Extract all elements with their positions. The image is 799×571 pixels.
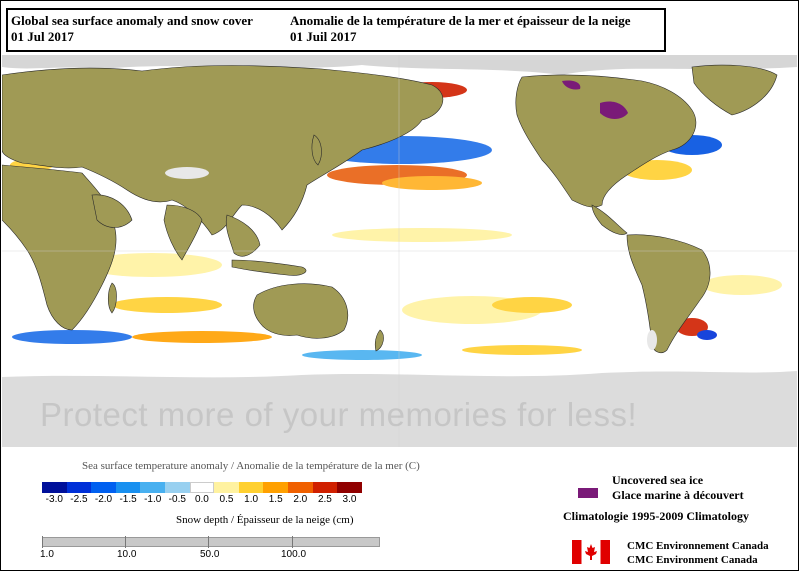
snow-tick-mark [42, 536, 43, 548]
snow-himalaya [165, 167, 209, 179]
sea-ice-canadian-arch [562, 80, 581, 90]
sst-tick-label: 1.0 [244, 494, 259, 505]
sst-tick-label: 2.5 [317, 494, 332, 505]
land-india [163, 204, 203, 261]
snow-cover-layer [165, 167, 657, 350]
agency-line-fr: CMC Environnement Canada [627, 540, 769, 552]
sst-tick-label: -1.5 [119, 494, 137, 505]
sst-color-swatch [214, 482, 239, 493]
sst-patch-s-ocean-cold-2 [302, 350, 422, 360]
sst-patch-indian-warm-2 [112, 297, 222, 313]
sst-tick-label: -3.0 [45, 494, 63, 505]
sst-color-swatch [238, 482, 264, 493]
land-australia [253, 283, 348, 339]
sst-color-swatch [263, 482, 288, 493]
land-north-america [515, 74, 697, 208]
uncovered-sea-ice-swatch [578, 488, 598, 498]
sst-tick-label: -1.0 [144, 494, 162, 505]
snow-tick-label: 1.0 [40, 549, 54, 560]
sst-patch-npacific-warm-2 [382, 176, 482, 190]
sst-color-swatch [164, 482, 190, 493]
sst-patch-s-atlantic-warm [702, 275, 782, 295]
land-central-america [591, 204, 628, 235]
land-se-asia [225, 214, 261, 257]
graticule [2, 55, 797, 447]
sea-ice-hudson-bay [600, 101, 628, 119]
sst-tick-label: -2.5 [70, 494, 88, 505]
land-eurasia [2, 65, 444, 236]
world-map-svg [2, 55, 797, 447]
climatology-label: Climatologie 1995-2009 Climatology [563, 509, 749, 523]
sst-tick-label: 1.5 [268, 494, 283, 505]
sst-tick-label: 0.5 [219, 494, 234, 505]
sst-color-swatch [189, 482, 215, 493]
snow-tick-mark [125, 536, 126, 548]
snow-legend-title: Snow depth / Épaisseur de la neige (cm) [176, 514, 354, 526]
snow-depth-bar [42, 537, 380, 547]
date-en: 01 Jul 2017 [11, 29, 74, 44]
land-africa [2, 164, 117, 331]
land-arabia [91, 194, 133, 228]
title-en: Global sea surface anomaly and snow cove… [11, 13, 253, 28]
land-japan [311, 134, 322, 166]
sst-color-swatch [115, 482, 141, 493]
snow-tick-mark [208, 536, 209, 548]
land-madagascar [107, 282, 117, 314]
sst-patch-equatorial-warm [332, 228, 512, 242]
land-layer [2, 64, 778, 354]
sst-tick-label: 3.0 [342, 494, 357, 505]
ice-label-fr: Glace marine à découvert [612, 488, 744, 502]
sst-tick-label: -0.5 [168, 494, 186, 505]
sst-color-swatch [312, 482, 338, 493]
snow-tick-label: 10.0 [117, 549, 137, 560]
land-new-zealand [374, 329, 384, 352]
title-fr: Anomalie de la température de la mer et … [290, 13, 631, 28]
sst-color-swatch [140, 482, 165, 493]
sst-tick-label: -2.0 [94, 494, 113, 505]
sst-patch-s-ocean-warm-2 [462, 345, 582, 355]
sst-color-swatch [91, 482, 116, 493]
sst-tick-labels: -3.0 -2.5 -2.0 -1.5 -1.0 -0.5 0.0 0.5 1.0 1.5 2.0 2… [42, 494, 362, 506]
land-greenland [691, 64, 778, 116]
sst-tick-label: 0.0 [194, 494, 209, 505]
sst-color-swatch [42, 482, 67, 493]
agency-line-en: CMC Environment Canada [627, 554, 758, 566]
sst-patch-falklands-cold [697, 330, 717, 340]
uncovered-sea-ice-layer [562, 80, 628, 119]
snow-tick-mark [292, 536, 293, 548]
sst-patch-spacific-warm-2 [492, 297, 572, 313]
sst-color-swatch [66, 482, 92, 493]
world-map [2, 55, 797, 447]
canada-flag-icon [572, 540, 610, 564]
sst-patch-southern-cold [12, 330, 132, 344]
sst-color-bar [42, 482, 362, 493]
sst-color-swatch [337, 482, 362, 493]
sst-color-swatch [287, 482, 313, 493]
ice-label-en: Uncovered sea ice [612, 473, 704, 487]
watermark-text: Protect more of your memories for less! [40, 396, 638, 433]
sst-tick-label: 2.0 [293, 494, 308, 505]
arctic-ice-region [2, 55, 797, 75]
snow-tick-label: 100.0 [281, 549, 307, 560]
sst-patch-southern-warm [132, 331, 272, 343]
sst-patch-indian-warm [82, 253, 222, 277]
sst-legend-title: Sea surface temperature anomaly / Anomal… [82, 460, 420, 472]
snow-andes [647, 330, 657, 350]
antarctic-ice-region [2, 371, 797, 447]
land-south-america [626, 234, 711, 354]
snow-tick-label: 50.0 [200, 549, 220, 560]
land-indonesia [231, 259, 307, 276]
title-box: Global sea surface anomaly and snow cove… [6, 8, 666, 52]
date-fr: 01 Juil 2017 [290, 29, 357, 44]
